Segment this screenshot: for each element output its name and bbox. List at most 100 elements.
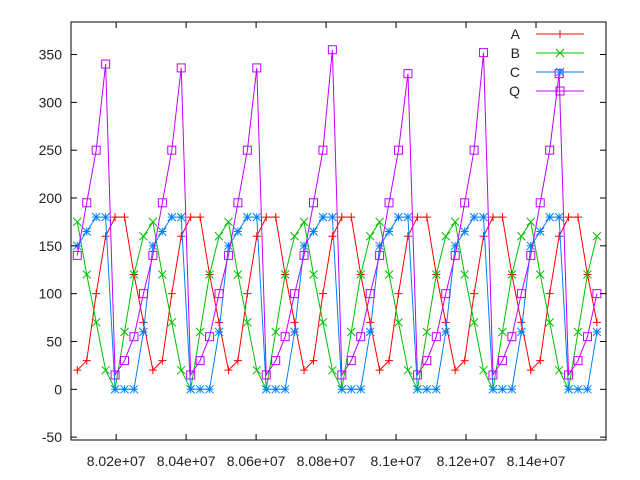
box-marker [554, 69, 564, 79]
plus-marker [300, 366, 309, 375]
star-marker [564, 384, 573, 394]
plus-marker [564, 213, 573, 222]
x-tick-label: 8.14e+07 [507, 453, 566, 469]
cross-marker [554, 365, 564, 375]
plus-marker [233, 356, 242, 365]
box-marker [564, 370, 574, 380]
star-marker [479, 212, 488, 222]
series-Q [72, 45, 602, 380]
star-marker [139, 327, 148, 337]
box-marker [205, 332, 215, 342]
plus-marker [101, 232, 110, 241]
box-marker [223, 250, 233, 260]
box-marker [422, 356, 432, 366]
cross-marker [120, 327, 129, 337]
box-marker [384, 198, 394, 208]
plus-marker [148, 366, 157, 375]
cross-marker [365, 231, 375, 241]
box-marker [138, 289, 148, 299]
plus-marker [196, 213, 205, 222]
cross-marker [148, 217, 158, 227]
star-marker [186, 384, 196, 394]
box-marker [469, 145, 479, 155]
cross-marker [280, 270, 290, 279]
star-marker [101, 212, 110, 222]
plus-marker [413, 213, 422, 222]
box-marker [394, 145, 404, 155]
box-marker [412, 370, 422, 380]
cross-marker [498, 327, 507, 337]
y-tick-label: 350 [39, 47, 63, 63]
plus-marker [120, 213, 129, 222]
box-marker [308, 198, 318, 208]
cross-marker [545, 317, 555, 327]
cross-marker [555, 48, 565, 58]
star-marker [346, 384, 356, 394]
box-marker [450, 250, 460, 260]
plus-marker [243, 289, 252, 298]
star-marker [129, 384, 139, 394]
box-marker [129, 332, 139, 342]
star-marker [309, 227, 318, 236]
x-tick-label: 8.08e+07 [297, 453, 356, 469]
box-marker [337, 370, 347, 380]
star-marker [516, 327, 526, 337]
plus-marker [556, 30, 564, 38]
axes: -50 0 50 100 150 200 250 300 350 8.02e+07 8.04e+07… [39, 22, 606, 469]
box-marker [573, 356, 583, 366]
box-marker [497, 356, 507, 366]
cross-marker [242, 317, 252, 327]
box-marker [375, 250, 385, 260]
star-marker [176, 212, 186, 222]
box-marker [120, 356, 130, 366]
star-marker [583, 384, 592, 394]
star-marker [507, 384, 517, 394]
cross-marker [356, 270, 366, 279]
plus-marker [337, 213, 346, 222]
cross-marker [394, 317, 403, 327]
cross-marker [328, 365, 337, 375]
star-marker [120, 384, 129, 394]
star-marker [252, 212, 262, 222]
star-marker [356, 384, 366, 394]
cross-marker [82, 270, 92, 279]
box-marker [299, 250, 309, 260]
cross-marker [422, 327, 432, 337]
y-tick-label: -50 [42, 429, 62, 445]
cross-marker [91, 317, 101, 327]
star-marker [82, 227, 92, 236]
cross-marker [252, 365, 262, 375]
x-tick-label: 8.1e+07 [371, 453, 422, 469]
plus-marker [488, 213, 497, 222]
cross-marker [129, 270, 139, 279]
cross-marker [403, 365, 413, 375]
box-marker [101, 59, 111, 69]
star-marker [403, 212, 413, 222]
cross-marker [384, 270, 394, 279]
box-marker [176, 63, 186, 73]
y-tick-label: 100 [39, 286, 63, 302]
plus-marker [498, 213, 507, 222]
box-marker [271, 356, 281, 366]
box-marker [365, 289, 375, 299]
cross-marker [450, 217, 460, 227]
y-tick-label: 150 [39, 238, 63, 254]
star-marker [431, 384, 441, 394]
cross-marker [469, 317, 479, 327]
legend-label: B [511, 45, 520, 61]
plus-marker [177, 232, 186, 241]
cross-marker [309, 270, 318, 279]
plus-marker [394, 289, 403, 298]
box-marker [431, 332, 441, 342]
box-marker [545, 145, 555, 155]
box-marker [82, 198, 92, 208]
star-marker [375, 241, 384, 251]
star-marker [242, 212, 252, 222]
cross-marker [290, 231, 299, 241]
cross-marker [507, 270, 517, 279]
plus-marker [526, 366, 535, 375]
plus-marker [403, 232, 412, 241]
box-marker [555, 86, 565, 96]
star-marker [328, 212, 337, 222]
